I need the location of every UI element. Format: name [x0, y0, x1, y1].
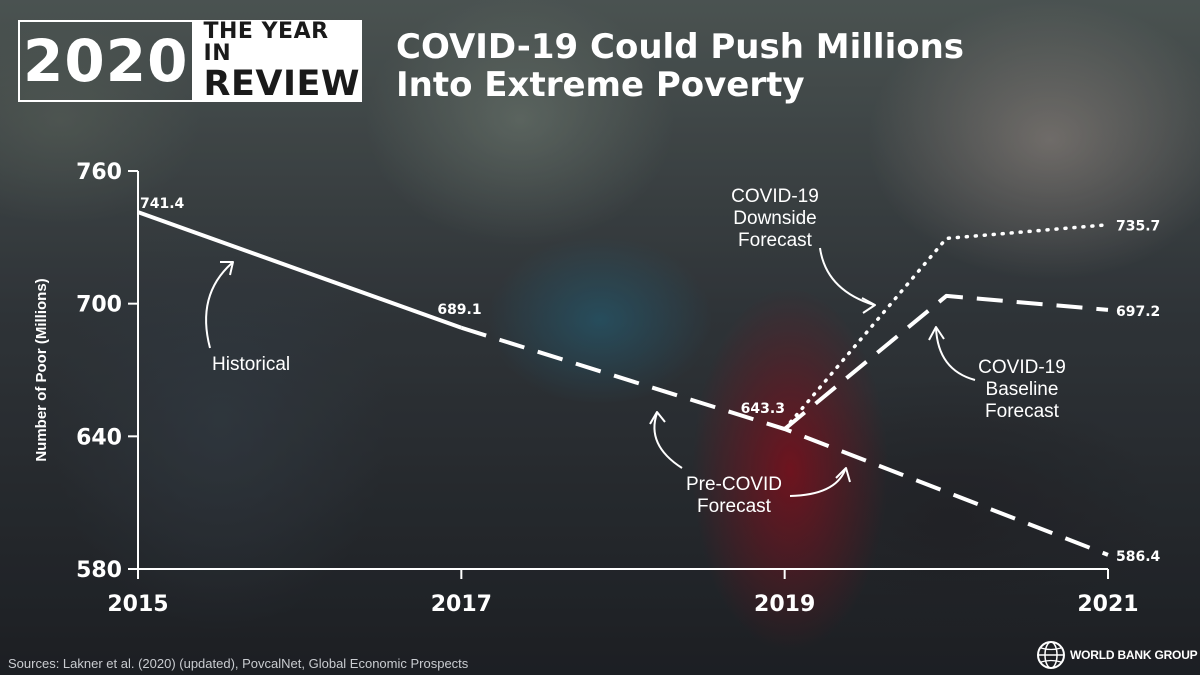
- source-note: Sources: Lakner et al. (2020) (updated),…: [8, 656, 469, 671]
- y-tick-label: 580: [76, 558, 122, 583]
- globe-icon: [1037, 641, 1065, 669]
- arrow-baseline-head: [928, 326, 945, 341]
- badge-line-1: THE YEAR IN: [203, 18, 329, 66]
- data-label: 586.4: [1116, 549, 1161, 565]
- data-label: 689.1: [437, 302, 481, 318]
- y-tick-label: 700: [76, 293, 122, 318]
- series-line-covid-19-downside-forecast: [782, 222, 1110, 431]
- arrow-downside: [819, 247, 875, 306]
- arrow-historical: [205, 262, 233, 349]
- y-axis-title: Number of Poor (Millions): [33, 278, 50, 461]
- annotation-historical: Historical: [212, 354, 290, 375]
- arrow-precovid-right: [789, 469, 846, 497]
- title-line-1: COVID-19 Could Push Millions: [396, 27, 965, 67]
- series-line-covid-19-baseline-forecast: [783, 293, 1109, 431]
- annotation-downside: COVID-19 Downside Forecast: [731, 186, 819, 251]
- page-title: COVID-19 Could Push Millions Into Extrem…: [396, 28, 1176, 104]
- arrow-precovid-left-head: [649, 411, 666, 425]
- badge-year: 2020: [23, 27, 189, 95]
- y-tick-label: 760: [76, 160, 122, 185]
- x-tick-label: 2021: [1077, 592, 1138, 617]
- title-line-2: Into Extreme Poverty: [396, 65, 805, 105]
- world-bank-logo-text: WORLD BANK GROUP: [1070, 648, 1198, 662]
- arrow-precovid-right-head: [835, 467, 851, 483]
- arrow-downside-head: [861, 297, 876, 314]
- world-bank-logo: WORLD BANK GROUP: [1036, 640, 1198, 670]
- annotation-precovid: Pre-COVID Forecast: [686, 474, 782, 517]
- badge-label: THE YEAR IN REVIEW: [191, 18, 360, 104]
- x-tick-label: 2015: [107, 592, 168, 617]
- series-line-historical: [137, 210, 463, 330]
- arrow-baseline: [935, 327, 976, 381]
- y-tick-label: 640: [76, 425, 122, 450]
- data-label: 735.7: [1116, 219, 1160, 235]
- badge-line-2: REVIEW: [203, 63, 360, 104]
- year-in-review-badge: 2020 THE YEAR IN REVIEW: [18, 20, 362, 102]
- x-tick-label: 2019: [754, 592, 815, 617]
- data-label: 643.3: [741, 401, 785, 417]
- arrow-precovid-left: [653, 412, 683, 469]
- annotation-baseline: COVID-19 Baseline Forecast: [978, 357, 1066, 422]
- x-tick-label: 2017: [431, 592, 492, 617]
- data-label: 697.2: [1116, 304, 1160, 320]
- arrow-historical-head: [220, 261, 234, 276]
- data-label: 741.4: [140, 196, 185, 212]
